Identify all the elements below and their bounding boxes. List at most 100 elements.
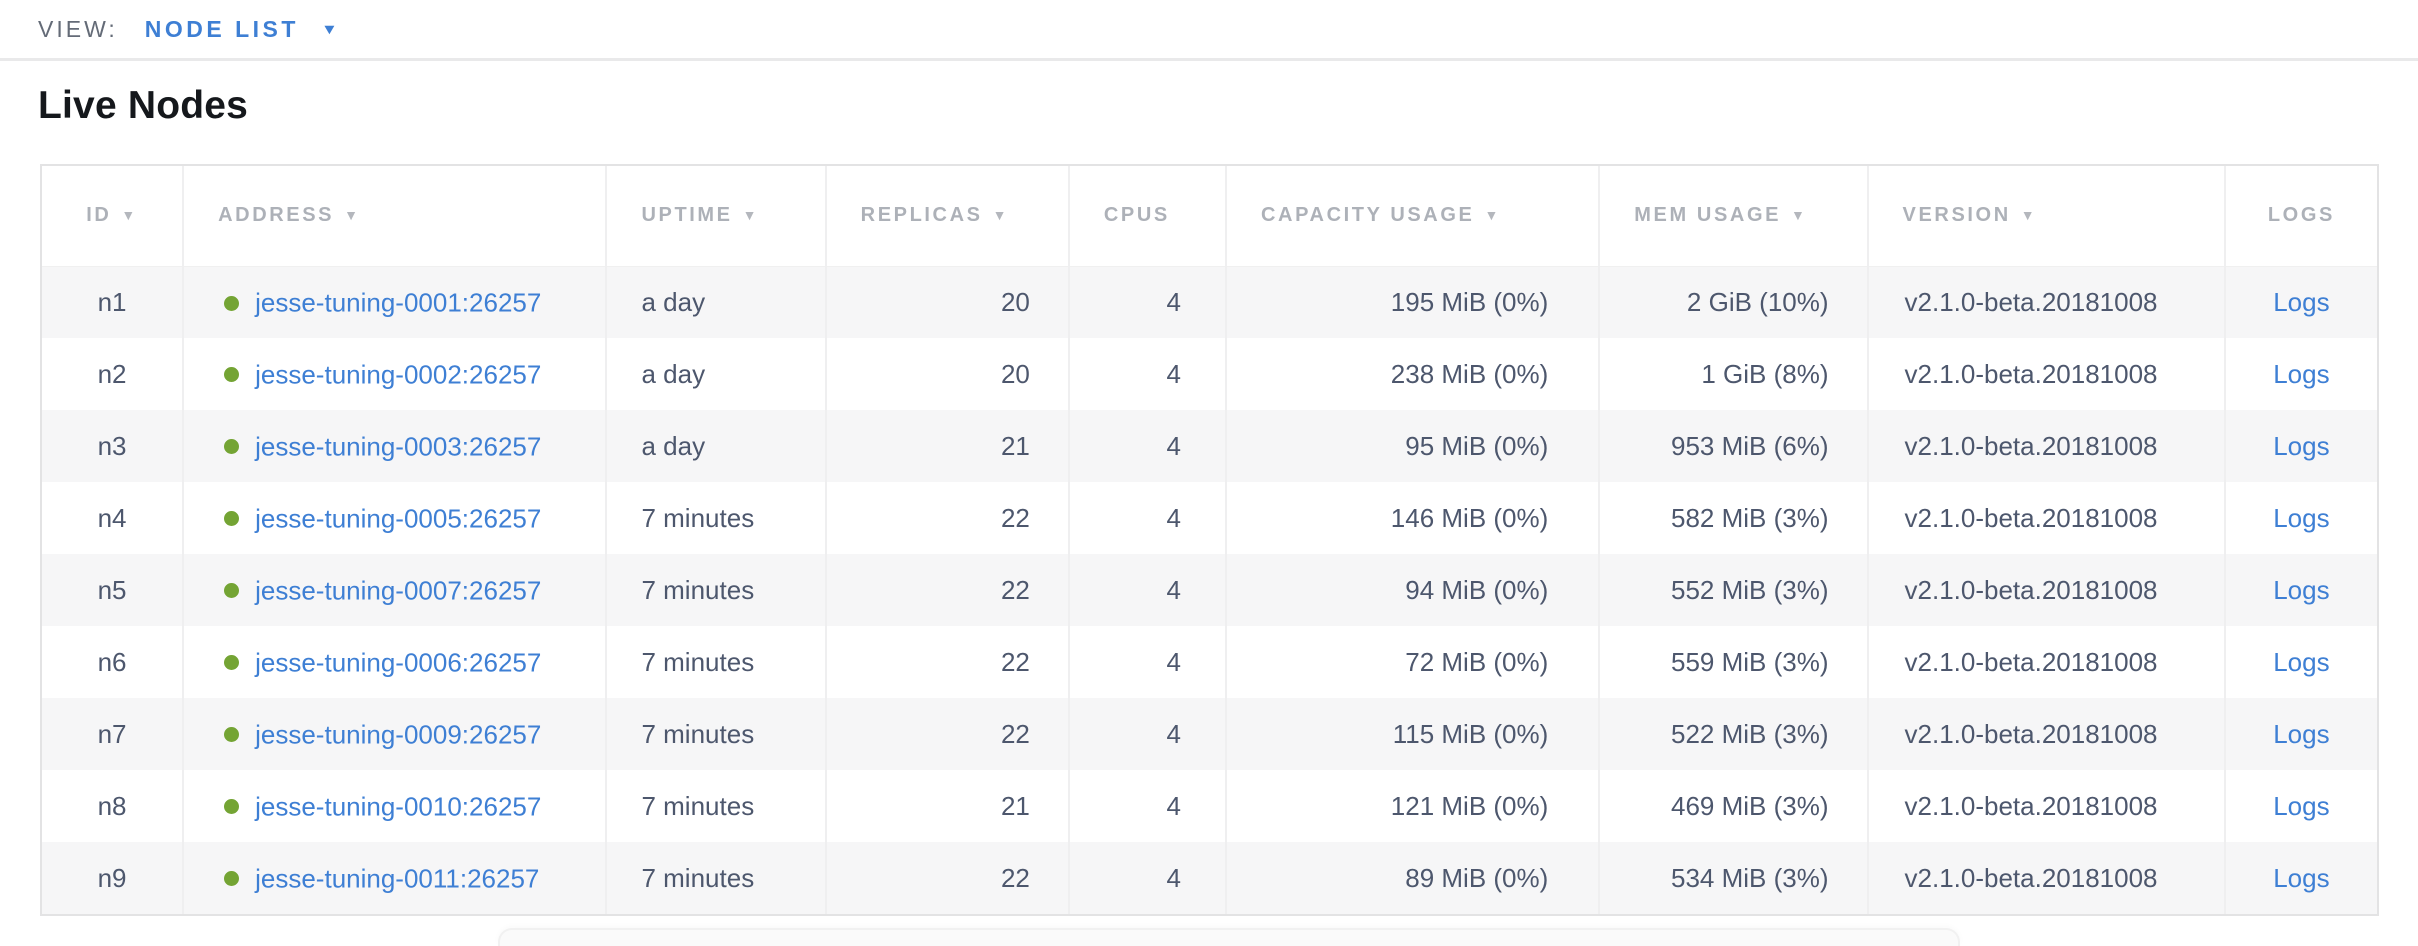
sort-desc-icon: ▼ [344, 207, 361, 224]
cell-logs: Logs [2223, 842, 2377, 914]
node-address-link[interactable]: jesse-tuning-0002:26257 [255, 359, 542, 390]
cell-capacity_usage: 72 MiB (0%) [1224, 626, 1600, 698]
cell-uptime: 7 minutes [605, 626, 826, 698]
node-logs-link[interactable]: Logs [2273, 574, 2330, 605]
cell-mem_usage: 522 MiB (3%) [1598, 698, 1868, 770]
node-address-link[interactable]: jesse-tuning-0006:26257 [255, 647, 542, 678]
table-row: n5 jesse-tuning-0007:26257 7 minutes 22 4 94 … [42, 554, 2377, 626]
node-address-link[interactable]: jesse-tuning-0009:26257 [255, 719, 542, 750]
cell-id: n9 [42, 842, 184, 914]
column-header-uptime[interactable]: UPTIME ▼ [605, 166, 826, 267]
node-logs-link[interactable]: Logs [2273, 862, 2330, 893]
column-header-capacity_usage[interactable]: CAPACITY USAGE ▼ [1224, 166, 1600, 267]
cell-logs: Logs [2223, 770, 2377, 842]
node-live-status-dot-icon [224, 295, 240, 311]
node-live-status-dot-icon [224, 727, 240, 743]
node-logs-link[interactable]: Logs [2273, 790, 2330, 821]
node-address-link[interactable]: jesse-tuning-0007:26257 [255, 575, 542, 606]
cell-id: n3 [42, 410, 184, 482]
cell-uptime: 7 minutes [605, 554, 826, 626]
column-header-label: UPTIME [641, 204, 733, 227]
cell-address: jesse-tuning-0006:26257 [182, 626, 607, 698]
node-live-status-dot-icon [224, 655, 240, 671]
column-header-address[interactable]: ADDRESS ▼ [182, 166, 607, 267]
column-header-label: ADDRESS [218, 204, 335, 227]
cell-cpus: 4 [1067, 410, 1226, 482]
node-logs-link[interactable]: Logs [2273, 286, 2330, 317]
node-logs-link[interactable]: Logs [2273, 646, 2330, 677]
cell-cpus: 4 [1067, 338, 1226, 410]
node-logs-link[interactable]: Logs [2273, 718, 2330, 749]
table-row: n9 jesse-tuning-0011:26257 7 minutes 22 4 89 … [42, 842, 2377, 914]
cell-mem_usage: 582 MiB (3%) [1598, 482, 1868, 554]
cell-id: n1 [42, 266, 184, 338]
cell-logs: Logs [2223, 338, 2377, 410]
cell-capacity_usage: 121 MiB (0%) [1224, 770, 1600, 842]
column-header-label: MEM USAGE [1634, 204, 1782, 227]
cell-id: n8 [97, 790, 127, 821]
node-address-link[interactable]: jesse-tuning-0005:26257 [255, 503, 542, 534]
column-header-version[interactable]: VERSION ▼ [1866, 166, 2225, 267]
sort-desc-icon: ▼ [742, 207, 760, 224]
node-live-status-dot-icon [224, 799, 240, 815]
cell-uptime: a day [605, 266, 826, 338]
node-address-link[interactable]: jesse-tuning-0010:26257 [255, 791, 542, 822]
table-row: n7 jesse-tuning-0009:26257 7 minutes 22 4 115… [42, 698, 2377, 770]
node-live-status-dot-icon [224, 511, 240, 527]
cell-uptime: a day [605, 410, 826, 482]
column-header-label: CAPACITY USAGE [1260, 204, 1475, 227]
cell-mem_usage: 1 GiB (8%) [1598, 338, 1868, 410]
cell-version: v2.1.0-beta.20181008 [1866, 698, 2225, 770]
table-row: n2 jesse-tuning-0002:26257 a day 20 4 238 MiB… [42, 338, 2377, 410]
table-row: n6 jesse-tuning-0006:26257 7 minutes 22 4 72 … [42, 626, 2377, 698]
cell-capacity_usage: 238 MiB (0%) [1224, 338, 1600, 410]
cell-capacity_usage: 146 MiB (0%) [1224, 482, 1600, 554]
cell-address: jesse-tuning-0011:26257 [182, 842, 607, 914]
page-title: Live Nodes [38, 84, 249, 127]
node-logs-link[interactable]: Logs [2273, 358, 2330, 389]
cell-uptime: 7 minutes [605, 482, 826, 554]
cell-logs: Logs [2223, 482, 2377, 554]
cell-logs: Logs [2223, 410, 2377, 482]
cell-id: n4 [97, 502, 127, 533]
cell-logs: Logs [2223, 698, 2377, 770]
node-logs-link[interactable]: Logs [2273, 430, 2330, 461]
next-card-top-edge [498, 928, 1960, 946]
node-address-link[interactable]: jesse-tuning-0001:26257 [255, 287, 542, 318]
cell-address: jesse-tuning-0002:26257 [182, 338, 607, 410]
column-header-label: LOGS [2267, 204, 2335, 227]
node-address-link[interactable]: jesse-tuning-0003:26257 [255, 431, 542, 462]
column-header-mem_usage[interactable]: MEM USAGE ▼ [1598, 166, 1868, 267]
view-dropdown[interactable]: NODE LIST ▼ [145, 16, 338, 43]
view-selected-value[interactable]: NODE LIST [144, 15, 299, 42]
cell-replicas: 22 [824, 698, 1069, 770]
cell-version: v2.1.0-beta.20181008 [1866, 266, 2225, 338]
cell-cpus: 4 [1067, 842, 1226, 914]
cell-replicas: 21 [824, 770, 1069, 842]
cell-cpus: 4 [1067, 626, 1226, 698]
cell-version: v2.1.0-beta.20181008 [1866, 554, 2225, 626]
column-header-id[interactable]: ID ▼ [42, 166, 184, 267]
sort-desc-icon: ▼ [121, 207, 138, 224]
cell-id: n5 [42, 554, 184, 626]
cell-cpus: 4 [1067, 770, 1226, 842]
cell-id: n2 [97, 358, 127, 389]
cell-replicas: 22 [824, 842, 1069, 914]
column-header-label: ID [86, 204, 112, 227]
cell-capacity_usage: 195 MiB (0%) [1224, 266, 1600, 338]
cell-capacity_usage: 94 MiB (0%) [1224, 554, 1600, 626]
table-row: n4 jesse-tuning-0005:26257 7 minutes 22 4 146… [42, 482, 2377, 554]
cell-version: v2.1.0-beta.20181008 [1866, 770, 2225, 842]
cell-uptime: 7 minutes [605, 842, 826, 914]
cell-version: v2.1.0-beta.20181008 [1866, 626, 2225, 698]
table-row: n8 jesse-tuning-0010:26257 7 minutes 21 4 121… [42, 770, 2377, 842]
column-header-label: VERSION [1902, 204, 2011, 227]
node-address-link[interactable]: jesse-tuning-0011:26257 [255, 863, 540, 894]
node-logs-link[interactable]: Logs [2273, 502, 2330, 533]
cell-logs: Logs [2223, 266, 2377, 338]
cell-uptime: 7 minutes [605, 770, 826, 842]
sort-desc-icon: ▼ [992, 207, 1010, 224]
column-header-replicas[interactable]: REPLICAS ▼ [824, 166, 1069, 267]
cell-version: v2.1.0-beta.20181008 [1866, 482, 2225, 554]
cell-capacity_usage: 115 MiB (0%) [1224, 698, 1600, 770]
